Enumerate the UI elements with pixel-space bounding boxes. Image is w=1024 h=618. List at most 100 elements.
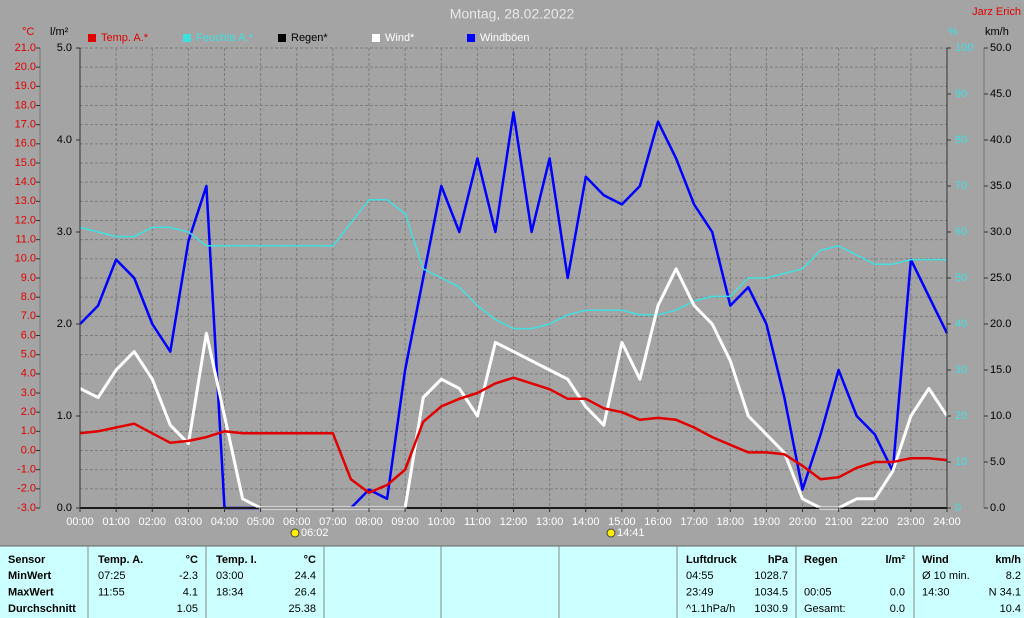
y-tick-label: 7.0 (21, 310, 36, 322)
x-tick-label: 09:00 (391, 516, 419, 528)
table-cell: MinWert (8, 570, 52, 582)
table-cell: 23:49 (686, 586, 714, 598)
y-tick-label: 100 (955, 42, 973, 54)
y-tick-label: 11.0 (15, 234, 36, 246)
y-tick-label: 0.0 (57, 502, 72, 514)
author: Jarz Erich (972, 6, 1021, 18)
y-tick-label: -3.0 (17, 502, 36, 514)
x-tick-label: 07:00 (319, 516, 347, 528)
y-tick-label: 0 (955, 502, 961, 514)
y-tick-label: 6.0 (21, 329, 36, 341)
y-tick-label: 40.0 (990, 134, 1011, 146)
y-tick-label: -1.0 (17, 464, 36, 476)
y-tick-label: 16.0 (15, 138, 36, 150)
y-tick-label: 14.0 (15, 176, 36, 188)
y-tick-label: 25.0 (990, 272, 1011, 284)
table-cell: 18:34 (216, 586, 244, 598)
y-tick-label: 1.0 (57, 410, 72, 422)
series-line (79, 199, 947, 330)
table-cell: 14:30 (922, 586, 950, 598)
table-cell: 0.0 (890, 603, 905, 615)
y-tick-label: 1.0 (21, 425, 36, 437)
unit-label: km/h (985, 26, 1009, 38)
annotation: 06:02 (301, 527, 329, 539)
series-line (79, 267, 949, 510)
y-tick-label: 30 (955, 364, 967, 376)
table-cell: Ø 10 min. (922, 570, 970, 582)
unit-label: % (948, 26, 958, 38)
legend-label: Temp. A.* (101, 32, 149, 44)
y-tick-label: 8.0 (21, 291, 36, 303)
y-tick-label: 18.0 (15, 99, 36, 111)
x-tick-label: 21:00 (825, 516, 853, 528)
y-tick-label: 17.0 (15, 119, 36, 131)
legend-swatch (372, 34, 380, 42)
y-tick-label: 4.0 (21, 368, 36, 380)
y-tick-label: 40 (955, 318, 967, 330)
unit-label: °C (22, 26, 34, 38)
y-tick-label: 5.0 (990, 456, 1005, 468)
table-cell: 11:55 (98, 586, 125, 598)
legend-label: Regen* (291, 32, 328, 44)
y-tick-label: 0.0 (990, 502, 1005, 514)
table-header: °C (304, 554, 316, 566)
table-cell: Durchschnitt (8, 603, 76, 615)
table-cell: 04:55 (686, 570, 714, 582)
y-tick-label: 50 (955, 272, 967, 284)
x-tick-label: 12:00 (500, 516, 528, 528)
x-tick-label: 19:00 (753, 516, 781, 528)
y-tick-label: 80 (955, 134, 967, 146)
annotation: 14:41 (617, 527, 645, 539)
table-cell: 8.2 (1006, 570, 1021, 582)
x-tick-label: 10:00 (427, 516, 455, 528)
x-tick-label: 15:00 (608, 516, 636, 528)
table-header: Temp. I. (216, 554, 257, 566)
x-tick-label: 04:00 (211, 516, 239, 528)
legend-label: Feuchte A.* (196, 32, 254, 44)
chart-title: Montag, 28.02.2022 (450, 6, 575, 22)
y-tick-label: 15.0 (990, 364, 1011, 376)
y-tick-label: 2.0 (21, 406, 36, 418)
x-tick-label: 14:00 (572, 516, 600, 528)
sunrise-icon (290, 528, 300, 538)
y-tick-label: 45.0 (990, 88, 1011, 100)
y-tick-label: 10.0 (15, 253, 36, 265)
x-tick-label: 05:00 (247, 516, 275, 528)
table-cell: 03:00 (216, 570, 244, 582)
y-tick-label: 30.0 (990, 226, 1011, 238)
y-tick-label: 4.0 (57, 134, 72, 146)
x-tick-label: 02:00 (138, 516, 166, 528)
y-tick-label: 12.0 (15, 214, 36, 226)
table-cell: 26.4 (295, 586, 316, 598)
x-tick-label: 11:00 (464, 516, 491, 528)
table-cell: 4.1 (183, 586, 198, 598)
y-tick-label: 5.0 (21, 349, 36, 361)
table-cell: 1028.7 (754, 570, 788, 582)
x-tick-label: 08:00 (355, 516, 383, 528)
y-tick-label: 60 (955, 226, 967, 238)
table-header: km/h (995, 554, 1021, 566)
y-tick-label: 20.0 (990, 318, 1011, 330)
y-tick-label: 9.0 (21, 272, 36, 284)
x-tick-label: 20:00 (789, 516, 817, 528)
y-tick-label: 13.0 (15, 195, 36, 207)
series-line (79, 376, 948, 494)
y-tick-label: -2.0 (17, 483, 36, 495)
y-tick-label: 2.0 (57, 318, 72, 330)
table-cell: 0.0 (890, 586, 905, 598)
table-header: Temp. A. (98, 554, 143, 566)
table-cell: 1.05 (177, 603, 198, 615)
x-tick-label: 03:00 (175, 516, 203, 528)
x-tick-label: 06:00 (283, 516, 311, 528)
legend-swatch (183, 34, 191, 42)
table-cell: 25.38 (288, 603, 316, 615)
legend-label: Windböen (480, 32, 530, 44)
legend-swatch (467, 34, 475, 42)
x-tick-label: 22:00 (861, 516, 889, 528)
legend-swatch (278, 34, 286, 42)
legend-label: Wind* (385, 32, 415, 44)
y-tick-label: 3.0 (57, 226, 72, 238)
x-tick-label: 17:00 (680, 516, 708, 528)
y-tick-label: 19.0 (15, 80, 36, 92)
